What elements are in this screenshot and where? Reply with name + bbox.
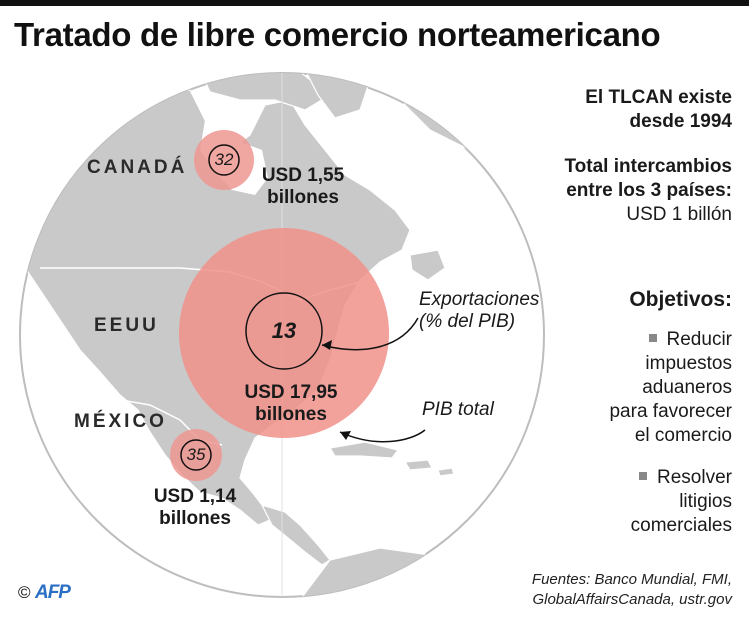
objective-2-line2: litigios xyxy=(679,491,732,512)
legend-exports: Exportaciones (% del PIB) xyxy=(419,289,539,333)
sources: Fuentes: Banco Mundial, FMI, GlobalAffai… xyxy=(532,570,732,610)
usa-export-ring xyxy=(245,292,323,370)
credit: © AFP xyxy=(18,582,71,604)
usa-gdp-line2: billones xyxy=(255,404,327,425)
page-title: Tratado de libre comercio norteamericano xyxy=(14,16,661,53)
exports-arrow xyxy=(321,317,419,351)
legend-exports-line1: Exportaciones xyxy=(419,289,540,310)
mexico-gdp-value: USD 1,14 billones xyxy=(140,486,250,530)
sources-line2: GlobalAffairsCanada, ustr.gov xyxy=(532,591,732,608)
afp-logo: AFP xyxy=(34,582,71,603)
copyright-symbol: © xyxy=(18,583,31,602)
objective-item-2: Resolver litigios comerciales xyxy=(631,466,732,538)
top-bar xyxy=(0,0,749,6)
usa-export-value: 13 xyxy=(271,318,297,343)
info-since-line2: desde 1994 xyxy=(629,111,732,132)
objective-1-line1: Reducir xyxy=(666,329,732,350)
usa-gdp-line1: USD 17,95 xyxy=(244,382,338,403)
objective-1-line2: impuestos xyxy=(645,353,732,374)
info-trade-line1: Total intercambios xyxy=(564,156,732,177)
legend-exports-line2: (% del PIB) xyxy=(419,311,516,332)
objective-2-line1: Resolver xyxy=(657,467,732,488)
mexico-gdp-bubble xyxy=(170,429,222,481)
bullet-square-icon xyxy=(648,333,657,342)
usa-gdp-value: USD 17,95 billones xyxy=(236,382,346,426)
usa-gdp-bubble xyxy=(179,228,389,438)
canada-gdp-line2: billones xyxy=(267,187,339,208)
info-trade-value: USD 1 billón xyxy=(626,204,732,225)
canada-gdp-bubble xyxy=(194,130,254,190)
sources-line1: Fuentes: Banco Mundial, FMI, xyxy=(531,571,732,588)
country-label-usa: EEUU xyxy=(94,315,159,336)
bullet-square-icon xyxy=(639,471,648,480)
country-label-canada: CANADÁ xyxy=(87,157,188,178)
canada-export-ring xyxy=(208,144,240,176)
objective-1-line4: para favorecer xyxy=(609,401,732,422)
info-since-line1: El TLCAN existe xyxy=(585,87,732,108)
objective-2-line3: comerciales xyxy=(630,515,732,536)
info-trade: Total intercambios entre los 3 países: U… xyxy=(564,155,732,227)
mexico-export-ring xyxy=(180,439,212,471)
info-trade-line2: entre los 3 países: xyxy=(566,180,732,201)
objective-1-line5: el comercio xyxy=(634,425,732,446)
canada-gdp-line1: USD 1,55 xyxy=(261,165,345,186)
mexico-gdp-line2: billones xyxy=(159,508,231,529)
canada-export-value: 32 xyxy=(214,150,234,169)
legend-gdp: PIB total xyxy=(422,399,494,420)
canada-gdp-value: USD 1,55 billones xyxy=(248,165,358,209)
objective-1-line3: aduaneros xyxy=(642,377,732,398)
mexico-gdp-line1: USD 1,14 xyxy=(153,486,237,507)
objective-item-1: Reducir impuestos aduaneros para favorec… xyxy=(609,328,732,448)
gdp-arrow xyxy=(339,429,426,443)
mexico-export-value: 35 xyxy=(186,445,206,464)
objectives-heading: Objetivos: xyxy=(629,288,732,311)
country-label-mexico: MÉXICO xyxy=(74,411,167,432)
info-since: El TLCAN existe desde 1994 xyxy=(585,86,732,134)
